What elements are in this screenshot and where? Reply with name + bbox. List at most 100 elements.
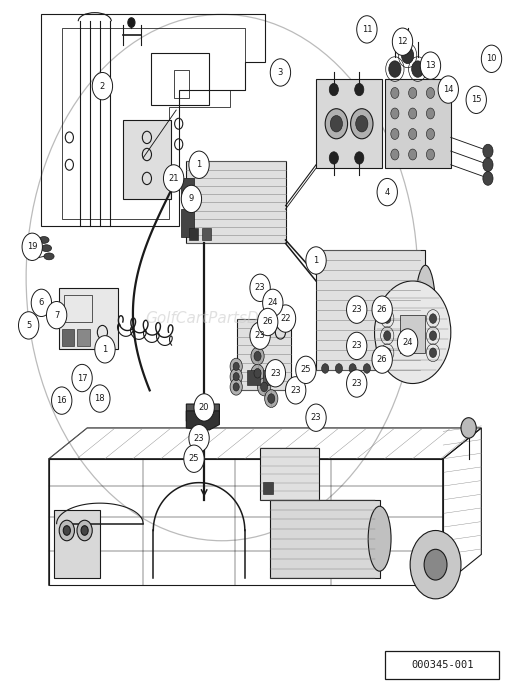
Text: 23: 23 bbox=[254, 284, 265, 292]
Circle shape bbox=[408, 108, 416, 119]
Circle shape bbox=[329, 84, 338, 96]
Circle shape bbox=[390, 108, 398, 119]
Circle shape bbox=[265, 360, 285, 387]
Bar bbox=[384, 79, 450, 169]
Bar bbox=[399, 315, 425, 353]
Circle shape bbox=[419, 52, 440, 79]
Circle shape bbox=[46, 301, 67, 329]
Circle shape bbox=[95, 336, 115, 363]
Circle shape bbox=[408, 88, 416, 99]
Circle shape bbox=[346, 370, 366, 397]
Circle shape bbox=[183, 445, 204, 473]
Bar bbox=[188, 227, 197, 240]
Text: 23: 23 bbox=[310, 413, 321, 422]
Circle shape bbox=[423, 549, 446, 580]
Polygon shape bbox=[186, 404, 219, 423]
Circle shape bbox=[92, 73, 112, 100]
Bar bbox=[384, 651, 498, 679]
Circle shape bbox=[482, 145, 492, 158]
Circle shape bbox=[383, 331, 390, 340]
Text: 9: 9 bbox=[188, 195, 193, 203]
Bar bbox=[186, 162, 285, 243]
Circle shape bbox=[437, 76, 458, 103]
Circle shape bbox=[305, 247, 326, 274]
Circle shape bbox=[253, 351, 261, 361]
Circle shape bbox=[22, 233, 42, 260]
Text: 16: 16 bbox=[56, 396, 67, 405]
Circle shape bbox=[275, 305, 295, 332]
Circle shape bbox=[335, 364, 342, 373]
Bar bbox=[181, 178, 193, 202]
Text: 18: 18 bbox=[94, 394, 105, 403]
Text: 23: 23 bbox=[193, 434, 204, 443]
Ellipse shape bbox=[367, 506, 390, 571]
Circle shape bbox=[460, 418, 475, 438]
Text: 23: 23 bbox=[351, 341, 361, 351]
Bar bbox=[316, 250, 425, 370]
Text: 000345-001: 000345-001 bbox=[410, 660, 472, 670]
Text: 11: 11 bbox=[361, 25, 372, 34]
Circle shape bbox=[356, 16, 376, 43]
Circle shape bbox=[482, 158, 492, 172]
Bar bbox=[260, 449, 318, 500]
Circle shape bbox=[63, 525, 70, 535]
Circle shape bbox=[465, 86, 486, 114]
Circle shape bbox=[257, 378, 270, 396]
Text: 7: 7 bbox=[54, 311, 59, 320]
Bar bbox=[123, 121, 171, 199]
Circle shape bbox=[346, 296, 366, 323]
Bar bbox=[237, 319, 290, 390]
Circle shape bbox=[397, 329, 417, 356]
Circle shape bbox=[188, 425, 209, 452]
Text: 1: 1 bbox=[196, 160, 201, 169]
Text: 21: 21 bbox=[168, 174, 179, 183]
Circle shape bbox=[376, 178, 397, 205]
Circle shape bbox=[408, 149, 416, 160]
Text: 25: 25 bbox=[300, 365, 310, 374]
Text: 26: 26 bbox=[376, 355, 387, 364]
Text: 26: 26 bbox=[376, 306, 387, 314]
Circle shape bbox=[233, 373, 239, 381]
Text: 1: 1 bbox=[313, 256, 318, 265]
Circle shape bbox=[330, 116, 342, 132]
Circle shape bbox=[233, 362, 239, 371]
Circle shape bbox=[408, 129, 416, 140]
Bar bbox=[64, 295, 92, 322]
Circle shape bbox=[81, 525, 88, 535]
Circle shape bbox=[426, 88, 434, 99]
Circle shape bbox=[482, 172, 492, 185]
Circle shape bbox=[426, 149, 434, 160]
Circle shape bbox=[383, 314, 390, 323]
Bar bbox=[247, 370, 260, 385]
Circle shape bbox=[193, 394, 214, 421]
Text: 23: 23 bbox=[290, 386, 300, 395]
Text: 4: 4 bbox=[384, 188, 389, 197]
Text: 24: 24 bbox=[402, 338, 412, 347]
Circle shape bbox=[362, 364, 370, 373]
Circle shape bbox=[429, 348, 436, 358]
Text: 23: 23 bbox=[254, 331, 265, 340]
Circle shape bbox=[411, 61, 423, 77]
Circle shape bbox=[77, 520, 92, 540]
Circle shape bbox=[249, 274, 270, 301]
Circle shape bbox=[329, 152, 338, 164]
Circle shape bbox=[305, 404, 326, 432]
Bar bbox=[262, 370, 271, 385]
Circle shape bbox=[401, 47, 413, 64]
Circle shape bbox=[250, 364, 264, 382]
Circle shape bbox=[383, 348, 390, 358]
Circle shape bbox=[429, 331, 436, 340]
Circle shape bbox=[59, 520, 74, 540]
Circle shape bbox=[230, 379, 242, 395]
Bar bbox=[201, 227, 210, 240]
Text: 12: 12 bbox=[397, 37, 407, 46]
Text: 1: 1 bbox=[102, 345, 107, 354]
Circle shape bbox=[409, 530, 460, 599]
Text: 10: 10 bbox=[485, 54, 496, 63]
Circle shape bbox=[250, 347, 264, 365]
Text: 19: 19 bbox=[27, 242, 37, 251]
Circle shape bbox=[230, 358, 242, 375]
Ellipse shape bbox=[414, 265, 435, 354]
Circle shape bbox=[354, 152, 363, 164]
Text: 22: 22 bbox=[280, 314, 290, 323]
